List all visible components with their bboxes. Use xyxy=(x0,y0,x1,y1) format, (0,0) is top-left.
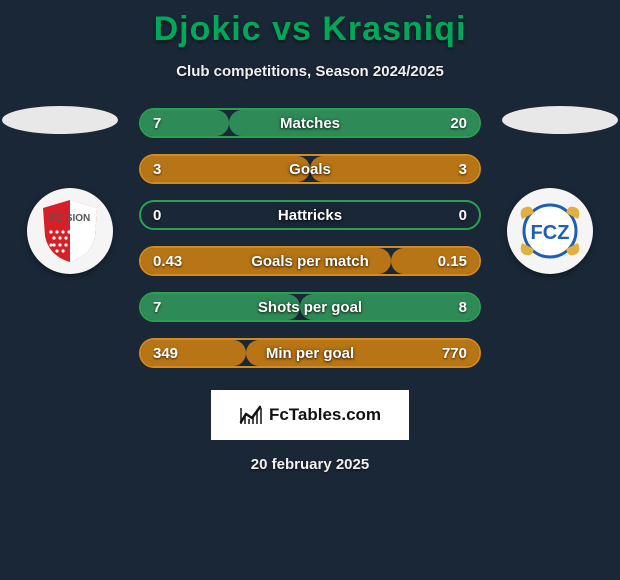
team-badge-left: FC SION xyxy=(27,188,113,274)
comparison-panel: FC SION FCZ 7Matches203Goals30Hattricks0… xyxy=(0,108,620,368)
stat-row: 0 Hattricks 0 xyxy=(139,200,481,230)
player-oval-left xyxy=(2,106,118,134)
stat-value-right: 20 xyxy=(450,115,467,132)
stat-row: 7 Shots per goal 8 xyxy=(139,292,481,322)
stat-value-left: 3 xyxy=(153,161,161,178)
stat-value-left: 7 xyxy=(153,115,161,132)
page-title: Djokic vs Krasniqi xyxy=(0,0,620,49)
stat-value-right: 3 xyxy=(459,161,467,178)
stat-fill-left xyxy=(141,156,310,182)
stat-label: Min per goal xyxy=(266,345,354,362)
svg-text:FC SION: FC SION xyxy=(50,213,91,224)
stat-value-right: 0.15 xyxy=(438,253,467,270)
stat-fill-right xyxy=(310,156,479,182)
stat-label: Matches xyxy=(280,115,340,132)
fc-sion-logo-icon: FC SION xyxy=(39,198,101,264)
brand-badge: FcTables.com xyxy=(211,390,409,440)
svg-text:FCZ: FCZ xyxy=(531,222,570,244)
stat-row: 0.43 Goals per match 0.15 xyxy=(139,246,481,276)
stat-value-left: 0.43 xyxy=(153,253,182,270)
stat-value-right: 770 xyxy=(442,345,467,362)
stat-value-right: 8 xyxy=(459,299,467,316)
brand-text: FcTables.com xyxy=(269,405,381,425)
stat-value-left: 349 xyxy=(153,345,178,362)
date-text: 20 february 2025 xyxy=(0,456,620,473)
stat-value-left: 7 xyxy=(153,299,161,316)
player-oval-right xyxy=(502,106,618,134)
fc-zurich-logo-icon: FCZ xyxy=(516,201,584,261)
fctables-logo-icon xyxy=(239,404,263,426)
stat-label: Shots per goal xyxy=(258,299,362,316)
stat-value-left: 0 xyxy=(153,207,161,224)
subtitle: Club competitions, Season 2024/2025 xyxy=(0,63,620,80)
stat-label: Goals xyxy=(289,161,331,178)
stat-label: Goals per match xyxy=(251,253,369,270)
stats-list: 7 Matches 20 3 Goals 3 0 Hattricks 0 0.43 Goals pe… xyxy=(139,108,481,368)
stat-value-right: 0 xyxy=(459,207,467,224)
team-badge-right: FCZ xyxy=(507,188,593,274)
stat-label: Hattricks xyxy=(278,207,342,224)
stat-row: 349 Min per goal 770 xyxy=(139,338,481,368)
stat-fill-right xyxy=(229,110,479,136)
stat-row: 7 Matches 20 xyxy=(139,108,481,138)
stat-row: 3 Goals 3 xyxy=(139,154,481,184)
